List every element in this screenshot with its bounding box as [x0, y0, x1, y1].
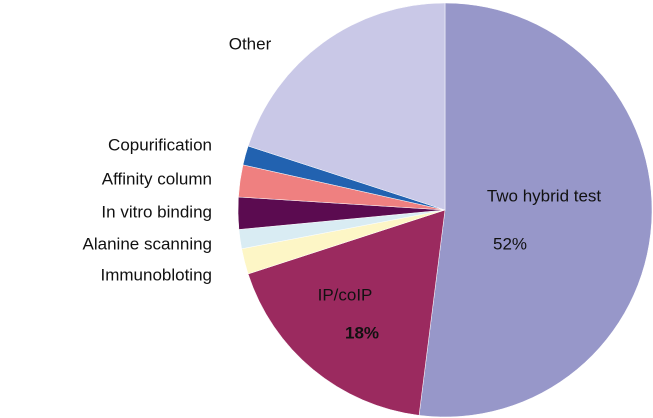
value-label: 52% [493, 234, 527, 253]
slice-label: Affinity column [102, 169, 212, 188]
value-label: 18% [345, 323, 379, 342]
slice-label: In vitro binding [101, 202, 212, 221]
slice-label: IP/coIP [318, 285, 373, 304]
pie-slice [418, 2, 653, 418]
slice-label: Copurification [108, 135, 212, 154]
pie-slice [247, 2, 446, 211]
slice-label: Two hybrid test [487, 186, 602, 205]
slice-label: Immunobloting [100, 265, 212, 284]
slice-label: Other [229, 34, 272, 53]
pie-slice [247, 209, 446, 416]
slice-label: Alanine scanning [83, 234, 212, 253]
